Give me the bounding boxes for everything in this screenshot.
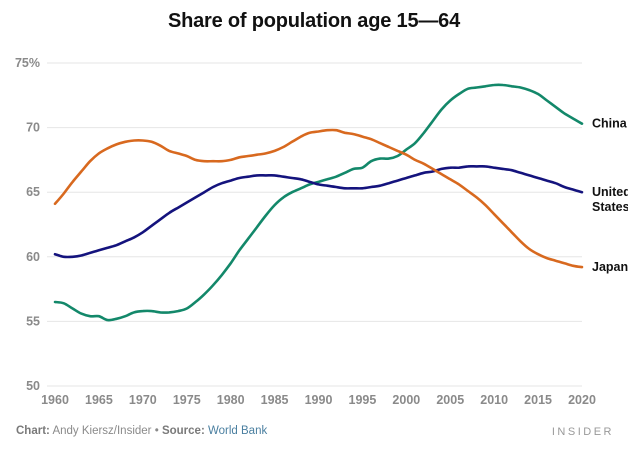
x-tick-label: 1975 [173, 393, 201, 407]
x-tick-label: 2010 [480, 393, 508, 407]
separator-dot: • [154, 425, 159, 437]
x-tick-label: 1995 [349, 393, 377, 407]
chart-credit-prefix: Chart: [16, 425, 50, 437]
chart-credit: Andy Kiersz/Insider [52, 425, 152, 437]
y-tick-label: 50 [26, 379, 40, 393]
series-line-united-states [53, 164, 584, 259]
x-tick-label: 1970 [129, 393, 157, 407]
x-tick-label: 2005 [436, 393, 464, 407]
x-tick-label: 1965 [85, 393, 113, 407]
y-tick-label: 75% [15, 56, 40, 70]
x-tick-label: 1990 [305, 393, 333, 407]
x-tick-label: 1985 [261, 393, 289, 407]
x-tick-label: 1960 [41, 393, 69, 407]
series-label-united-states: United States [592, 185, 628, 214]
series-line-china [53, 83, 584, 322]
y-tick-label: 55 [26, 314, 40, 328]
y-axis-ticks: 50 55 60 65 70 75% [15, 56, 40, 393]
x-tick-label: 2000 [392, 393, 420, 407]
x-tick-label: 2015 [524, 393, 552, 407]
x-tick-label: 2020 [568, 393, 596, 407]
y-tick-label: 70 [26, 121, 40, 135]
chart-title: Share of population age 15—64 [167, 10, 461, 32]
y-tick-label: 60 [26, 250, 40, 264]
chart-footer: Chart: Andy Kiersz/Insider • Source: Wor… [16, 425, 267, 437]
source-link[interactable]: World Bank [207, 425, 268, 437]
series-label-china: China [592, 117, 628, 131]
insider-logo: INSIDER [551, 426, 614, 438]
x-axis-ticks: 1960 1965 1970 1975 1980 1985 1990 1995 2000 2005… [41, 393, 596, 407]
series-labels: China United States Japan [592, 117, 628, 274]
series-lines [53, 83, 584, 322]
source-prefix: Source: [161, 425, 205, 437]
series-line-japan [53, 128, 584, 269]
y-tick-label: 65 [26, 185, 40, 199]
series-label-japan: Japan [592, 260, 628, 274]
gridlines [47, 62, 582, 387]
x-tick-label: 1980 [217, 393, 245, 407]
